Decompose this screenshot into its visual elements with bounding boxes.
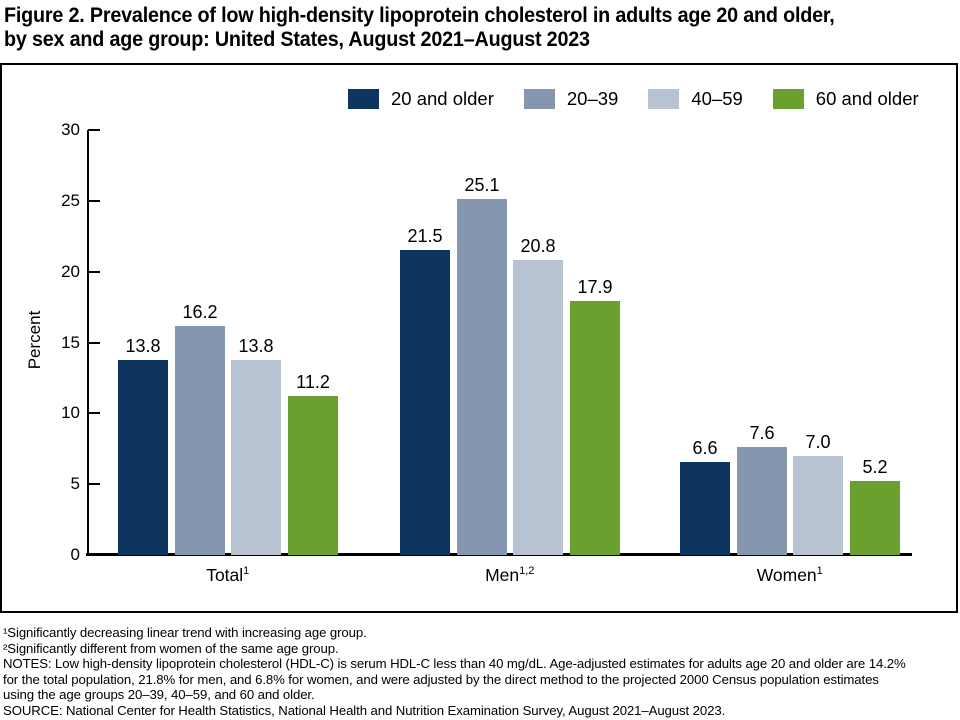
bar-value-label: 11.2 bbox=[296, 372, 330, 393]
x-category-label-text: Men bbox=[485, 565, 520, 585]
bar-value-label: 17.9 bbox=[577, 277, 613, 298]
footnote-line: ¹Significantly decreasing linear trend w… bbox=[3, 625, 367, 640]
footnote-line: SOURCE: National Center for Health Stati… bbox=[3, 702, 726, 718]
y-tick-label: 15 bbox=[61, 332, 80, 352]
y-tick-label: 20 bbox=[61, 261, 80, 281]
y-tick-label: 25 bbox=[61, 190, 80, 210]
x-category-label-sup: 1,2 bbox=[519, 565, 535, 578]
bar-women-20 and older bbox=[680, 461, 730, 555]
legend-item-0: 20 and older bbox=[348, 88, 494, 110]
y-tick-mark bbox=[88, 341, 100, 344]
bar-men-60 and older bbox=[570, 301, 620, 555]
bar-men-20–39 bbox=[457, 199, 507, 555]
figure-title-line1: Figure 2. Prevalence of low high-density… bbox=[4, 4, 835, 27]
bar-total-20 and older bbox=[118, 359, 168, 555]
bar-value-label: 16.2 bbox=[182, 301, 218, 322]
legend-swatch-icon bbox=[348, 89, 379, 109]
bar-value-label: 13.8 bbox=[125, 335, 161, 356]
bar-value-label: 25.1 bbox=[464, 175, 500, 196]
bar-value-label: 7.0 bbox=[805, 431, 831, 452]
bar-total-60 and older bbox=[288, 396, 338, 555]
legend-label: 20–39 bbox=[566, 88, 619, 109]
legend-swatch-icon bbox=[648, 89, 680, 109]
y-tick-label: 30 bbox=[61, 120, 80, 139]
x-category-label-text: Total bbox=[206, 565, 244, 585]
legend: 20 and older 20–39 40–59 60 and older bbox=[348, 87, 919, 111]
x-category-label-women: Women1 bbox=[690, 565, 890, 586]
legend-item-3: 60 and older bbox=[772, 88, 919, 110]
legend-label: 60 and older bbox=[815, 88, 919, 109]
figure-title: Figure 2. Prevalence of low high-density… bbox=[4, 4, 903, 52]
legend-item-2: 40–59 bbox=[648, 88, 743, 110]
footnote-line: using the age groups 20–39, 40–59, and 6… bbox=[3, 687, 315, 703]
bar-value-label: 20.8 bbox=[520, 236, 556, 257]
bar-total-40–59 bbox=[231, 359, 281, 555]
bar-value-label: 21.5 bbox=[407, 226, 443, 247]
x-category-label-text: Women bbox=[756, 565, 817, 585]
bar-value-label: 13.8 bbox=[238, 335, 274, 356]
bar-value-label: 5.2 bbox=[862, 457, 888, 478]
legend-item-1: 20–39 bbox=[523, 88, 619, 110]
bar-women-60 and older bbox=[850, 481, 900, 555]
y-tick-mark bbox=[88, 412, 100, 415]
legend-label: 20 and older bbox=[391, 88, 494, 109]
bar-women-40–59 bbox=[793, 455, 843, 555]
figure-title-line2: by sex and age group: United States, Aug… bbox=[4, 28, 590, 51]
bar-women-20–39 bbox=[737, 447, 787, 555]
y-tick-label: 10 bbox=[61, 403, 80, 423]
footnotes: ¹Significantly decreasing linear trend w… bbox=[3, 625, 959, 719]
y-tick-label: 5 bbox=[70, 474, 80, 494]
legend-label: 40–59 bbox=[691, 88, 743, 109]
y-tick-mark bbox=[88, 129, 100, 131]
x-category-label-total: Total1 bbox=[128, 565, 328, 586]
footnote-line: for the total population, 21.8% for men,… bbox=[3, 671, 879, 687]
y-tick-label: 0 bbox=[70, 545, 80, 564]
x-category-label-men: Men1,2 bbox=[410, 565, 610, 586]
bar-total-20–39 bbox=[175, 325, 225, 555]
bar-value-label: 7.6 bbox=[749, 423, 775, 444]
legend-swatch-icon bbox=[772, 89, 804, 109]
y-tick-mark bbox=[88, 270, 100, 273]
y-tick-mark bbox=[88, 483, 100, 486]
x-category-label-sup: 1 bbox=[816, 565, 823, 578]
bar-men-20 and older bbox=[400, 250, 450, 555]
y-tick-mark bbox=[88, 199, 100, 202]
bar-value-label: 6.6 bbox=[692, 437, 718, 458]
x-category-label-sup: 1 bbox=[243, 565, 250, 578]
legend-swatch-icon bbox=[523, 89, 555, 109]
footnote-line: ²Significantly different from women of t… bbox=[3, 640, 339, 656]
footnote-line: NOTES: Low high-density lipoprotein chol… bbox=[3, 656, 906, 672]
bar-men-40–59 bbox=[513, 260, 563, 555]
